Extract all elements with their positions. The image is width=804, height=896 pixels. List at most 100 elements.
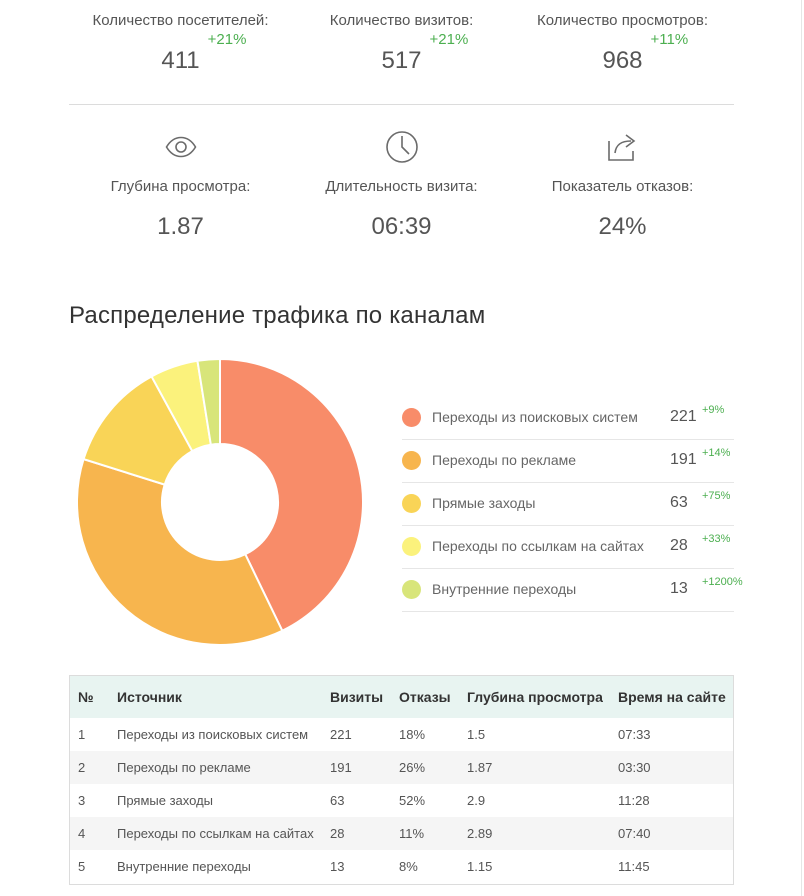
legend-label: Переходы по ссылкам на сайтах	[432, 538, 644, 554]
cell-number: 1	[78, 727, 86, 742]
stat-value: 411 +21%	[161, 31, 246, 75]
cell-bounces: 26%	[399, 760, 426, 775]
metric-value: 06:39	[371, 213, 432, 240]
stat-visits: Количество визитов: 517 +21%	[291, 10, 512, 75]
cell-number: 5	[78, 859, 86, 874]
legend-value: 191	[670, 451, 697, 468]
cell-source: Переходы по ссылкам на сайтах	[117, 826, 314, 841]
table-row: 4 Переходы по ссылкам на сайтах 28 11% 2.89 0…	[70, 817, 733, 850]
stat-pageviews: Количество просмотров: 968 +11%	[512, 10, 733, 75]
legend-item: Внутренние переходы 13 +1200%	[402, 569, 743, 612]
cell-time: 03:30	[618, 760, 651, 775]
col-header-bounces: Отказы	[399, 689, 451, 705]
cell-bounces: 11%	[399, 826, 425, 841]
cell-source: Переходы по рекламе	[117, 760, 251, 775]
legend-value: 63	[670, 494, 688, 511]
section-title: Распределение трафика по каналам	[69, 302, 486, 329]
cell-time: 11:28	[618, 793, 650, 808]
stat-value: 517 +21%	[381, 31, 468, 75]
kpi-row: Количество посетителей: 411 +21% Количес…	[70, 10, 734, 90]
donut-slice	[76, 457, 284, 646]
legend-label: Внутренние переходы	[432, 581, 577, 597]
cell-visits: 28	[330, 826, 345, 841]
metric-label: Глубина просмотра:	[110, 178, 251, 195]
cell-time: 11:45	[618, 859, 650, 874]
cell-source: Прямые заходы	[117, 793, 214, 808]
cell-source: Переходы из поисковых систем	[117, 727, 309, 742]
col-header-number: №	[78, 689, 94, 705]
legend-item: Переходы по ссылкам на сайтах 28 +33%	[402, 526, 734, 569]
legend-delta: +9%	[702, 404, 725, 416]
col-header-source: Источник	[117, 689, 182, 705]
legend-value: 13	[670, 580, 688, 597]
legend-delta: +75%	[702, 490, 731, 502]
cell-visits: 221	[330, 727, 352, 742]
legend-color-swatch	[402, 537, 421, 556]
col-header-depth: Глубина просмотра	[467, 689, 603, 705]
col-header-time: Время на сайте	[618, 689, 726, 705]
col-header-visits: Визиты	[330, 689, 384, 705]
cell-number: 3	[78, 793, 86, 808]
legend-value: 28	[670, 537, 688, 554]
stat-label: Количество посетителей:	[92, 12, 269, 29]
table-row: 1 Переходы из поисковых систем 221 18% 1.5 07…	[70, 718, 733, 751]
stat-delta: +21%	[207, 31, 247, 48]
cell-bounces: 18%	[399, 727, 426, 742]
cell-number: 2	[78, 760, 86, 775]
legend-color-swatch	[402, 451, 421, 470]
legend-item: Переходы по рекламе 191 +14%	[402, 440, 734, 483]
clock-icon	[291, 128, 512, 166]
legend-delta: +14%	[702, 447, 731, 459]
legend-item: Переходы из поисковых систем 221 +9%	[402, 397, 734, 440]
cell-source: Внутренние переходы	[117, 859, 251, 874]
stat-delta: +21%	[429, 31, 469, 48]
cell-depth: 1.87	[467, 760, 493, 775]
cell-bounces: 52%	[399, 793, 426, 808]
legend-item: Прямые заходы 63 +75%	[402, 483, 734, 526]
cell-visits: 63	[330, 793, 345, 808]
stat-label: Количество просмотров:	[536, 12, 709, 29]
legend-color-swatch	[402, 580, 421, 599]
cell-depth: 2.89	[467, 826, 493, 841]
stat-delta: +11%	[650, 31, 689, 48]
traffic-donut-chart	[76, 358, 364, 646]
cell-depth: 2.9	[467, 793, 486, 808]
legend-delta: +33%	[702, 533, 731, 545]
metric-bounce: Показатель отказов: 24%	[512, 128, 733, 241]
cell-time: 07:33	[618, 727, 651, 742]
chart-legend: Переходы из поисковых систем 221 +9% Перехо…	[402, 397, 743, 612]
cell-visits: 191	[330, 760, 352, 775]
stat-visitors: Количество посетителей: 411 +21%	[70, 10, 291, 75]
legend-label: Переходы по рекламе	[432, 452, 577, 468]
metric-label: Длительность визита:	[325, 178, 478, 195]
legend-label: Прямые заходы	[432, 495, 536, 511]
section-divider	[69, 104, 734, 105]
cell-depth: 1.5	[467, 727, 486, 742]
legend-delta: +1200%	[702, 576, 743, 588]
cell-bounces: 8%	[399, 859, 418, 874]
table-row: 5 Внутренние переходы 13 8% 1.15 11:45	[70, 850, 733, 883]
donut-slice	[196, 358, 221, 446]
cell-time: 07:40	[618, 826, 651, 841]
table-header-row: № Источник Визиты Отказы Глубина просмот…	[70, 676, 733, 718]
table-row: 2 Переходы по рекламе 191 26% 1.87 03:30	[70, 751, 733, 784]
metric-value: 24%	[598, 213, 647, 240]
traffic-table: № Источник Визиты Отказы Глубина просмот…	[69, 675, 734, 885]
metric-label: Показатель отказов:	[551, 178, 694, 195]
stat-label: Количество визитов:	[329, 12, 474, 29]
legend-value: 221	[670, 408, 697, 425]
metric-value: 1.87	[157, 213, 204, 240]
share-icon	[512, 128, 733, 166]
cell-depth: 1.15	[467, 859, 493, 874]
metric-depth: Глубина просмотра: 1.87	[70, 128, 291, 241]
metric-duration: Длительность визита: 06:39	[291, 128, 512, 241]
stat-number: 411	[161, 47, 200, 74]
stat-value: 968 +11%	[602, 31, 688, 75]
cell-visits: 13	[330, 859, 345, 874]
table-row: 3 Прямые заходы 63 52% 2.9 11:28	[70, 784, 733, 817]
eye-icon	[70, 128, 291, 166]
cell-number: 4	[78, 826, 86, 841]
legend-color-swatch	[402, 494, 421, 513]
page-edge	[801, 0, 802, 896]
legend-color-swatch	[402, 408, 421, 427]
